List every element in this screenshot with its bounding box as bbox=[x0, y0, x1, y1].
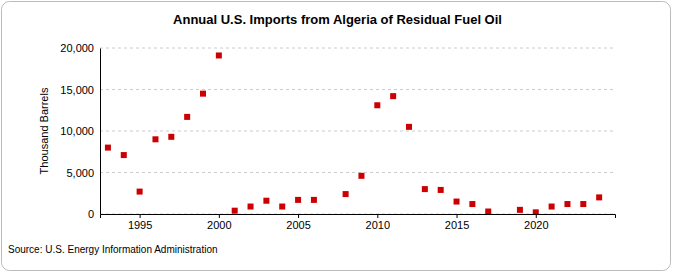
x-tick: 2000 bbox=[207, 214, 231, 231]
x-tick-mark bbox=[219, 214, 220, 218]
x-tick: 2015 bbox=[445, 214, 469, 231]
point bbox=[549, 204, 555, 210]
grid-line bbox=[100, 48, 615, 49]
point bbox=[422, 186, 428, 192]
x-tick-label: 2010 bbox=[366, 219, 390, 231]
point bbox=[121, 152, 127, 158]
x-tick-label: 1995 bbox=[128, 219, 152, 231]
point bbox=[232, 208, 238, 214]
x-axis: 1995 2000 2005 2010 2015 2020 bbox=[101, 214, 616, 231]
y-tick: 5,000 bbox=[66, 167, 100, 179]
point bbox=[374, 102, 380, 108]
x-tick: 1995 bbox=[128, 214, 152, 231]
points bbox=[105, 52, 602, 214]
x-tick: 2005 bbox=[286, 214, 310, 231]
y-tick: 20,000 bbox=[60, 42, 100, 54]
point bbox=[390, 93, 396, 99]
x-tick-label: 2000 bbox=[207, 219, 231, 231]
y-tick: 15,000 bbox=[60, 84, 100, 96]
x-tick-mark bbox=[140, 214, 141, 218]
y-tick-label: 20,000 bbox=[60, 42, 94, 54]
y-tick-label: 15,000 bbox=[60, 84, 94, 96]
title: Annual U.S. Imports from Algeria of Resi… bbox=[173, 12, 502, 27]
x-tick-label: 2015 bbox=[445, 219, 469, 231]
grid-line bbox=[100, 131, 615, 132]
point bbox=[248, 204, 254, 210]
x-tick-mark bbox=[536, 214, 537, 218]
point bbox=[469, 201, 475, 207]
point bbox=[517, 207, 523, 213]
point bbox=[358, 173, 364, 179]
y-axis: 0 5,000 10,000 15,000 20,000 bbox=[60, 42, 100, 220]
x-tick: 2020 bbox=[524, 214, 548, 231]
x-tick-mark bbox=[377, 214, 378, 218]
chart: 0 5,000 10,000 15,000 20,000 1995 2000 2005 2010… bbox=[0, 0, 675, 275]
point bbox=[152, 136, 158, 142]
point bbox=[200, 91, 206, 97]
y-tick: 0 bbox=[88, 208, 100, 220]
y-axis-line bbox=[100, 49, 101, 215]
point bbox=[263, 198, 269, 204]
x-tick: 2010 bbox=[366, 214, 390, 231]
y-tick-label: 10,000 bbox=[60, 125, 94, 137]
grid-line bbox=[100, 172, 615, 173]
grid-line bbox=[100, 89, 615, 90]
point bbox=[137, 189, 143, 195]
x-tick-mark bbox=[298, 214, 299, 218]
y-tick-label: 0 bbox=[88, 208, 94, 220]
point bbox=[564, 201, 570, 207]
y-tick: 10,000 bbox=[60, 125, 100, 137]
point bbox=[438, 187, 444, 193]
x-tick-label: 2005 bbox=[286, 219, 310, 231]
source: Source: U.S. Energy Information Administ… bbox=[8, 244, 218, 255]
point bbox=[580, 201, 586, 207]
point bbox=[168, 134, 174, 140]
point bbox=[406, 124, 412, 130]
point bbox=[533, 209, 539, 214]
point bbox=[105, 145, 111, 151]
grid bbox=[100, 48, 615, 214]
x-axis-line bbox=[101, 215, 616, 219]
point bbox=[279, 204, 285, 210]
y-axis-title: Thousand Barrels bbox=[38, 87, 50, 174]
point bbox=[216, 52, 222, 58]
point bbox=[295, 197, 301, 203]
point bbox=[485, 209, 491, 214]
y-tick-label: 5,000 bbox=[66, 167, 94, 179]
chart-frame bbox=[2, 2, 671, 271]
point bbox=[184, 114, 190, 120]
point bbox=[343, 191, 349, 197]
point bbox=[311, 197, 317, 203]
point bbox=[454, 199, 460, 205]
x-tick-label: 2020 bbox=[524, 219, 548, 231]
x-tick-mark bbox=[457, 214, 458, 218]
point bbox=[596, 194, 602, 200]
